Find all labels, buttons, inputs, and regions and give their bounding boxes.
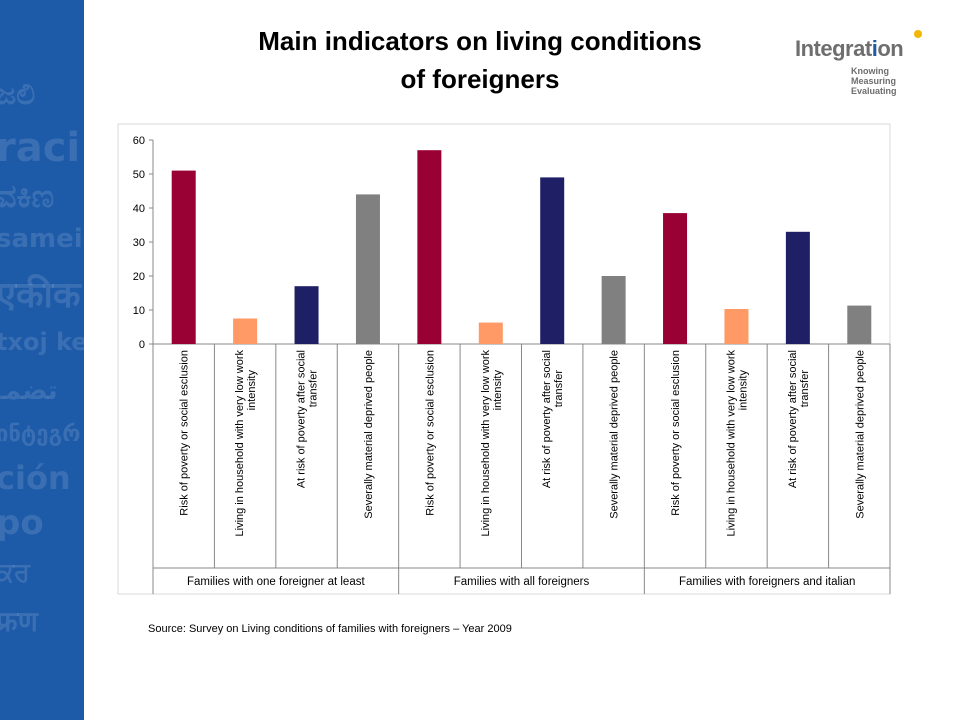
category-label: At risk of poverty after socialtransfer — [296, 350, 320, 488]
bar — [233, 318, 258, 344]
watermark-text: ಜಲಿ — [0, 77, 36, 112]
bar — [171, 170, 196, 344]
bar — [540, 177, 565, 344]
category-label: Risk of poverty or social esclusion — [670, 350, 682, 516]
bar — [601, 276, 626, 344]
category-label: Severally material deprived people — [854, 350, 866, 519]
source-note: Source: Survey on Living conditions of f… — [148, 623, 512, 635]
slide-title: Main indicators on living conditions of … — [170, 22, 790, 98]
bar — [417, 150, 442, 344]
watermark-text: raci — [0, 125, 81, 171]
logo-wordmark: Integration — [795, 36, 904, 61]
bar — [785, 231, 810, 344]
category-label: At risk of poverty after socialtransfer — [541, 350, 565, 488]
chart-area — [117, 123, 891, 595]
category-label: Severally material deprived people — [609, 350, 621, 519]
category-label: Risk of poverty or social esclusion — [424, 350, 436, 516]
watermark-text: ინტეგრ — [0, 422, 81, 447]
watermark-text: ਕਰ — [0, 558, 30, 588]
bar — [478, 322, 503, 344]
title-line-2: of foreigners — [400, 64, 560, 94]
bar — [724, 308, 749, 344]
category-label: Living in household with very low workin… — [725, 350, 749, 537]
logo-dot-icon — [914, 30, 922, 38]
y-tick-label: 60 — [133, 135, 145, 147]
watermark-text: txoj ke — [0, 328, 84, 356]
category-label: Living in household with very low workin… — [480, 350, 504, 537]
integration-logo: Integration Knowing Measuring Evaluating — [795, 30, 935, 100]
bar — [355, 194, 380, 344]
category-label: At risk of poverty after socialtransfer — [787, 350, 811, 488]
y-tick-label: 40 — [133, 203, 145, 215]
side-panel: ಜಲಿ raci ವಕಿಣ sameini एकीक txoj ke تضمـ ინტეგრ c… — [0, 0, 84, 720]
title-line-1: Main indicators on living conditions — [258, 26, 702, 56]
bar — [294, 286, 319, 344]
watermark-text: ción — [0, 459, 71, 497]
watermark-text: फ्रण — [0, 605, 38, 638]
y-tick-label: 10 — [133, 305, 145, 317]
watermark-text: ವಕಿಣ — [0, 177, 55, 215]
group-label: Families with one foreigner at least — [187, 576, 365, 588]
bar — [663, 213, 688, 344]
bar — [847, 305, 872, 344]
y-tick-label: 0 — [139, 339, 145, 351]
watermark-text: po — [0, 503, 44, 543]
y-tick-label: 20 — [133, 271, 145, 283]
y-tick-label: 30 — [133, 237, 145, 249]
watermark-text: تضمـ — [0, 376, 58, 406]
watermark-text: sameini — [0, 224, 84, 254]
category-label: Risk of poverty or social esclusion — [179, 350, 191, 516]
logo-tagline: Knowing Measuring Evaluating — [851, 66, 897, 96]
group-label: Families with foreigners and italian — [679, 576, 855, 588]
category-label: Severally material deprived people — [363, 350, 375, 519]
group-label: Families with all foreigners — [454, 576, 590, 588]
watermark-text: एकीक — [0, 275, 81, 316]
category-label: Living in household with very low workin… — [234, 350, 258, 537]
y-tick-label: 50 — [133, 169, 145, 181]
